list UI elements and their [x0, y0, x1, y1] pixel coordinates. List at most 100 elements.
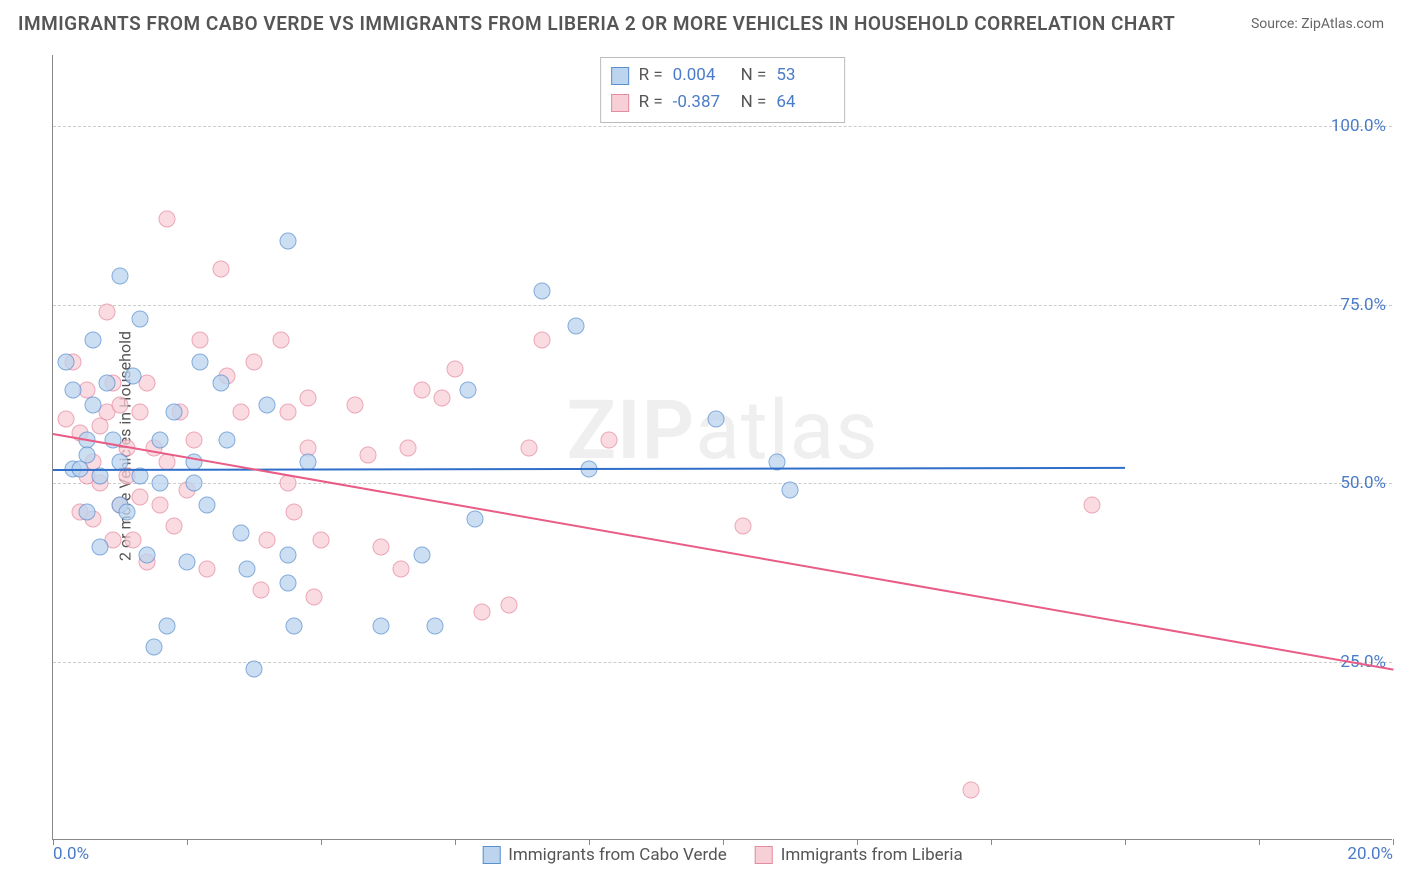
- scatter-point-pink: [199, 560, 216, 577]
- scatter-point-blue: [132, 311, 149, 328]
- scatter-point-pink: [252, 582, 269, 599]
- x-tick: [857, 839, 858, 845]
- scatter-point-pink: [279, 403, 296, 420]
- scatter-point-blue: [65, 382, 82, 399]
- scatter-point-pink: [500, 596, 517, 613]
- legend-swatch: [611, 67, 629, 85]
- legend-r-label: R =: [639, 89, 663, 116]
- scatter-point-pink: [132, 489, 149, 506]
- legend-row: R =0.004N =53: [611, 62, 835, 89]
- scatter-point-blue: [199, 496, 216, 513]
- scatter-point-blue: [152, 432, 169, 449]
- scatter-point-blue: [567, 318, 584, 335]
- scatter-point-blue: [426, 617, 443, 634]
- scatter-point-pink: [299, 389, 316, 406]
- scatter-point-pink: [125, 532, 142, 549]
- scatter-point-blue: [98, 375, 115, 392]
- scatter-point-blue: [85, 332, 102, 349]
- watermark: ZIPatlas: [566, 383, 878, 479]
- scatter-point-pink: [413, 382, 430, 399]
- scatter-point-pink: [212, 261, 229, 278]
- legend-label: Immigrants from Liberia: [781, 845, 963, 865]
- scatter-point-blue: [239, 560, 256, 577]
- scatter-point-pink: [152, 496, 169, 513]
- x-tick-label: 20.0%: [1347, 844, 1393, 864]
- plot-area: ZIPatlas R =0.004N =53R =-0.387N =64 Imm…: [52, 55, 1392, 840]
- scatter-point-pink: [313, 532, 330, 549]
- scatter-point-blue: [467, 510, 484, 527]
- scatter-point-blue: [246, 660, 263, 677]
- chart-title: IMMIGRANTS FROM CABO VERDE VS IMMIGRANTS…: [18, 12, 1175, 35]
- scatter-point-pink: [192, 332, 209, 349]
- gridline: [53, 305, 1392, 306]
- scatter-point-pink: [400, 439, 417, 456]
- scatter-point-blue: [112, 453, 129, 470]
- scatter-point-pink: [98, 303, 115, 320]
- x-tick: [991, 839, 992, 845]
- scatter-point-blue: [179, 553, 196, 570]
- y-tick-label: 75.0%: [1340, 295, 1386, 315]
- scatter-point-blue: [232, 525, 249, 542]
- x-tick: [723, 839, 724, 845]
- scatter-point-pink: [534, 332, 551, 349]
- scatter-point-pink: [165, 518, 182, 535]
- scatter-point-pink: [185, 432, 202, 449]
- scatter-point-pink: [373, 539, 390, 556]
- scatter-point-blue: [58, 353, 75, 370]
- legend-n-label: N =: [741, 62, 767, 89]
- scatter-point-pink: [272, 332, 289, 349]
- gridline: [53, 483, 1392, 484]
- source-label: Source: ZipAtlas.com: [1251, 16, 1384, 32]
- scatter-point-pink: [246, 353, 263, 370]
- scatter-point-blue: [165, 403, 182, 420]
- gridline: [53, 126, 1392, 127]
- scatter-point-blue: [192, 353, 209, 370]
- x-tick: [455, 839, 456, 845]
- scatter-point-blue: [212, 375, 229, 392]
- legend-n-label: N =: [741, 89, 767, 116]
- legend-swatch: [755, 846, 773, 864]
- scatter-point-pink: [735, 518, 752, 535]
- scatter-point-pink: [393, 560, 410, 577]
- scatter-point-blue: [286, 617, 303, 634]
- legend-swatch: [482, 846, 500, 864]
- scatter-point-blue: [279, 575, 296, 592]
- y-tick-label: 100.0%: [1331, 116, 1386, 136]
- top-legend-box: R =0.004N =53R =-0.387N =64: [600, 57, 846, 123]
- legend-swatch: [611, 94, 629, 112]
- scatter-point-blue: [219, 432, 236, 449]
- scatter-point-blue: [138, 546, 155, 563]
- x-tick: [1259, 839, 1260, 845]
- scatter-point-blue: [85, 396, 102, 413]
- legend-r-value: 0.004: [673, 62, 731, 89]
- scatter-point-pink: [132, 403, 149, 420]
- scatter-point-blue: [413, 546, 430, 563]
- legend-r-value: -0.387: [673, 89, 731, 116]
- scatter-point-pink: [232, 403, 249, 420]
- legend-r-label: R =: [639, 62, 663, 89]
- scatter-point-blue: [185, 475, 202, 492]
- legend-item: Immigrants from Cabo Verde: [482, 845, 727, 865]
- scatter-point-blue: [534, 282, 551, 299]
- x-tick: [321, 839, 322, 845]
- x-tick: [1125, 839, 1126, 845]
- scatter-point-blue: [152, 475, 169, 492]
- scatter-point-blue: [279, 546, 296, 563]
- legend-item: Immigrants from Liberia: [755, 845, 963, 865]
- scatter-point-pink: [962, 782, 979, 799]
- scatter-point-blue: [158, 617, 175, 634]
- scatter-point-pink: [473, 603, 490, 620]
- scatter-point-pink: [58, 410, 75, 427]
- scatter-point-pink: [433, 389, 450, 406]
- x-tick: [1393, 839, 1394, 845]
- scatter-point-blue: [708, 410, 725, 427]
- scatter-point-blue: [78, 446, 95, 463]
- scatter-point-pink: [346, 396, 363, 413]
- scatter-point-pink: [112, 396, 129, 413]
- y-tick-label: 50.0%: [1340, 473, 1386, 493]
- x-tick-label: 0.0%: [53, 844, 89, 864]
- scatter-point-blue: [259, 396, 276, 413]
- scatter-point-pink: [259, 532, 276, 549]
- legend-row: R =-0.387N =64: [611, 89, 835, 116]
- scatter-point-blue: [145, 639, 162, 656]
